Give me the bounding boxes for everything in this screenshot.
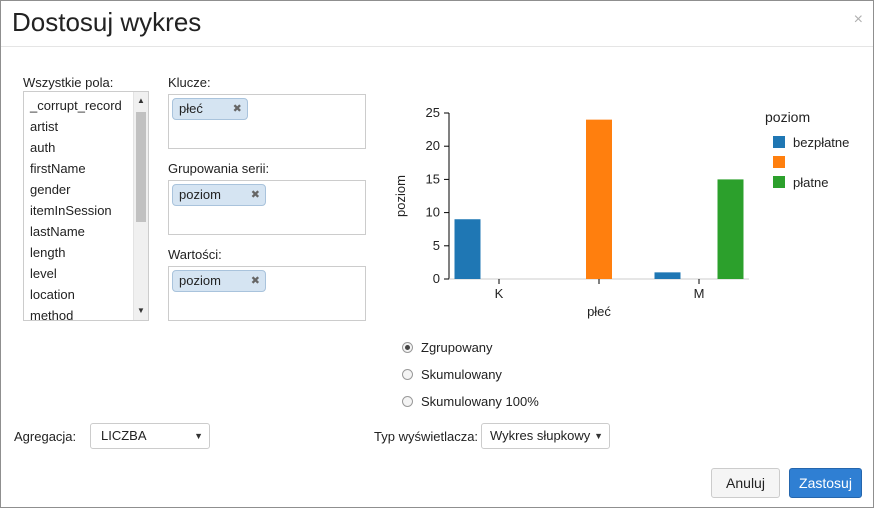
cancel-button[interactable]: Anuluj — [711, 468, 780, 498]
scrollbar-thumb[interactable] — [136, 112, 146, 222]
field-item[interactable]: length — [30, 245, 66, 260]
remove-value-icon[interactable]: ✖ — [250, 275, 260, 287]
remove-series-icon[interactable]: ✖ — [250, 189, 260, 201]
dialog-title: Dostosuj wykres — [12, 7, 202, 37]
field-item[interactable]: level — [30, 266, 57, 281]
aggregation-select[interactable]: LICZBA ▼ — [90, 423, 210, 449]
legend-label: płatne — [793, 175, 828, 190]
series-grouping-pill-label: poziom — [179, 187, 221, 202]
values-pill-label: poziom — [179, 273, 221, 288]
apply-button[interactable]: Zastosuj — [789, 468, 862, 498]
radio-grouped-indicator[interactable] — [402, 342, 413, 353]
values-pill[interactable]: poziom ✖ — [172, 270, 266, 292]
legend-label: bezpłatne — [793, 135, 849, 150]
radio-stacked-100-label: Skumulowany 100% — [421, 394, 539, 409]
values-label: Wartości: — [168, 247, 222, 262]
remove-key-icon[interactable]: ✖ — [232, 103, 242, 115]
dialog-header: Dostosuj wykres × — [1, 1, 873, 47]
x-tick-label: K — [495, 286, 504, 301]
field-item[interactable]: location — [30, 287, 75, 302]
x-tick-label: M — [694, 286, 705, 301]
keys-pill[interactable]: płeć ✖ — [172, 98, 248, 120]
aggregation-label: Agregacja: — [14, 429, 77, 444]
radio-stacked[interactable]: Skumulowany — [402, 367, 502, 382]
series-grouping-pill[interactable]: poziom ✖ — [172, 184, 266, 206]
fields-scrollbar[interactable]: ▲ ▼ — [133, 92, 148, 320]
bar — [717, 179, 744, 279]
bar — [586, 119, 612, 279]
field-item[interactable]: auth — [30, 140, 56, 155]
all-fields-label: Wszystkie pola: — [23, 75, 114, 90]
y-tick-label: 20 — [426, 138, 440, 153]
legend-title: poziom — [765, 109, 810, 125]
chevron-down-icon: ▼ — [194, 431, 203, 441]
y-tick-label: 0 — [433, 271, 440, 286]
y-tick-label: 15 — [426, 171, 440, 186]
display-type-select[interactable]: Wykres słupkowy ▼ — [481, 423, 610, 449]
y-axis-label: poziom — [393, 175, 408, 217]
close-icon[interactable]: × — [853, 11, 863, 28]
radio-stacked-100-indicator[interactable] — [402, 396, 413, 407]
legend-swatch — [773, 136, 785, 148]
y-tick-label: 5 — [433, 238, 440, 253]
keys-dropzone[interactable]: płeć ✖ — [168, 94, 366, 149]
y-tick-label: 10 — [426, 205, 440, 220]
chevron-down-icon: ▼ — [594, 431, 603, 441]
values-dropzone[interactable]: poziom ✖ — [168, 266, 366, 321]
field-item[interactable]: itemInSession — [30, 203, 112, 218]
bar — [654, 272, 681, 279]
radio-stacked-100[interactable]: Skumulowany 100% — [402, 394, 539, 409]
display-type-label: Typ wyświetlacza: — [374, 429, 479, 444]
scroll-down-icon[interactable]: ▼ — [137, 306, 145, 315]
x-axis-label: płeć — [587, 304, 611, 319]
field-item[interactable]: gender — [30, 182, 71, 197]
display-type-value: Wykres słupkowy — [490, 428, 591, 443]
y-tick-label: 25 — [426, 105, 440, 120]
keys-pill-label: płeć — [179, 101, 203, 116]
scroll-up-icon[interactable]: ▲ — [137, 96, 145, 105]
legend-swatch — [773, 156, 785, 168]
radio-stacked-label: Skumulowany — [421, 367, 502, 382]
keys-label: Klucze: — [168, 75, 211, 90]
radio-stacked-indicator[interactable] — [402, 369, 413, 380]
legend-swatch — [773, 176, 785, 188]
series-grouping-label: Grupowania serii: — [168, 161, 270, 176]
radio-grouped-label: Zgrupowany — [421, 340, 493, 355]
radio-grouped[interactable]: Zgrupowany — [402, 340, 493, 355]
series-grouping-dropzone[interactable]: poziom ✖ — [168, 180, 366, 235]
aggregation-value: LICZBA — [101, 428, 147, 443]
field-item[interactable]: method — [30, 308, 74, 321]
bar — [454, 219, 481, 279]
field-item[interactable]: lastName — [30, 224, 85, 239]
field-item[interactable]: _corrupt_record — [30, 98, 122, 113]
field-item[interactable]: firstName — [30, 161, 86, 176]
field-item[interactable]: artist — [30, 119, 59, 134]
